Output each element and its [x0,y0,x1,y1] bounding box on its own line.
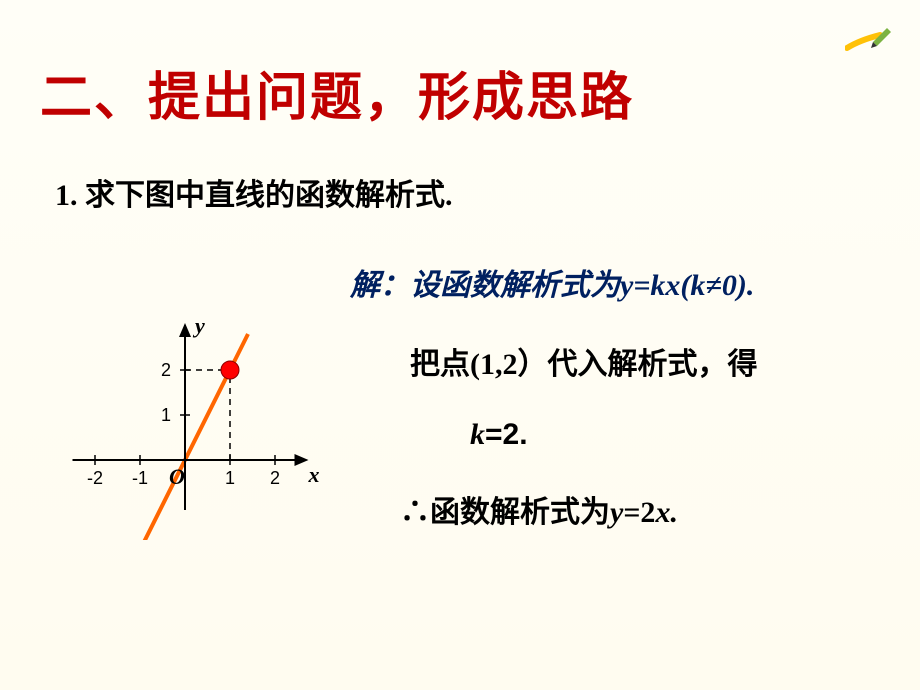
solution-line-1: 解：设函数解析式为y=kx(k≠0). [350,260,890,304]
svg-text:2: 2 [161,360,171,380]
svg-text:x: x [308,462,320,487]
solution-block: 解：设函数解析式为y=kx(k≠0). 把点(1,2）代入解析式，得 k=2. … [350,260,890,531]
coordinate-graph: -2 -1 1 2 1 2 x y O [55,260,355,540]
svg-text:1: 1 [225,468,235,488]
svg-text:O: O [169,464,185,489]
solution-line-2: 把点(1,2）代入解析式，得 [410,339,890,383]
svg-text:-2: -2 [87,468,103,488]
svg-text:2: 2 [270,468,280,488]
problem-statement: 1. 求下图中直线的函数解析式. [55,170,453,214]
section-title: 二、提出问题，形成思路 [40,55,634,130]
corner-decoration-icon [845,20,895,55]
solution-line-3: k=2. [470,418,890,452]
svg-text:y: y [192,313,205,338]
svg-text:1: 1 [161,405,171,425]
solution-line-4: ∴函数解析式为y=2x. [400,487,890,531]
svg-text:-1: -1 [132,468,148,488]
